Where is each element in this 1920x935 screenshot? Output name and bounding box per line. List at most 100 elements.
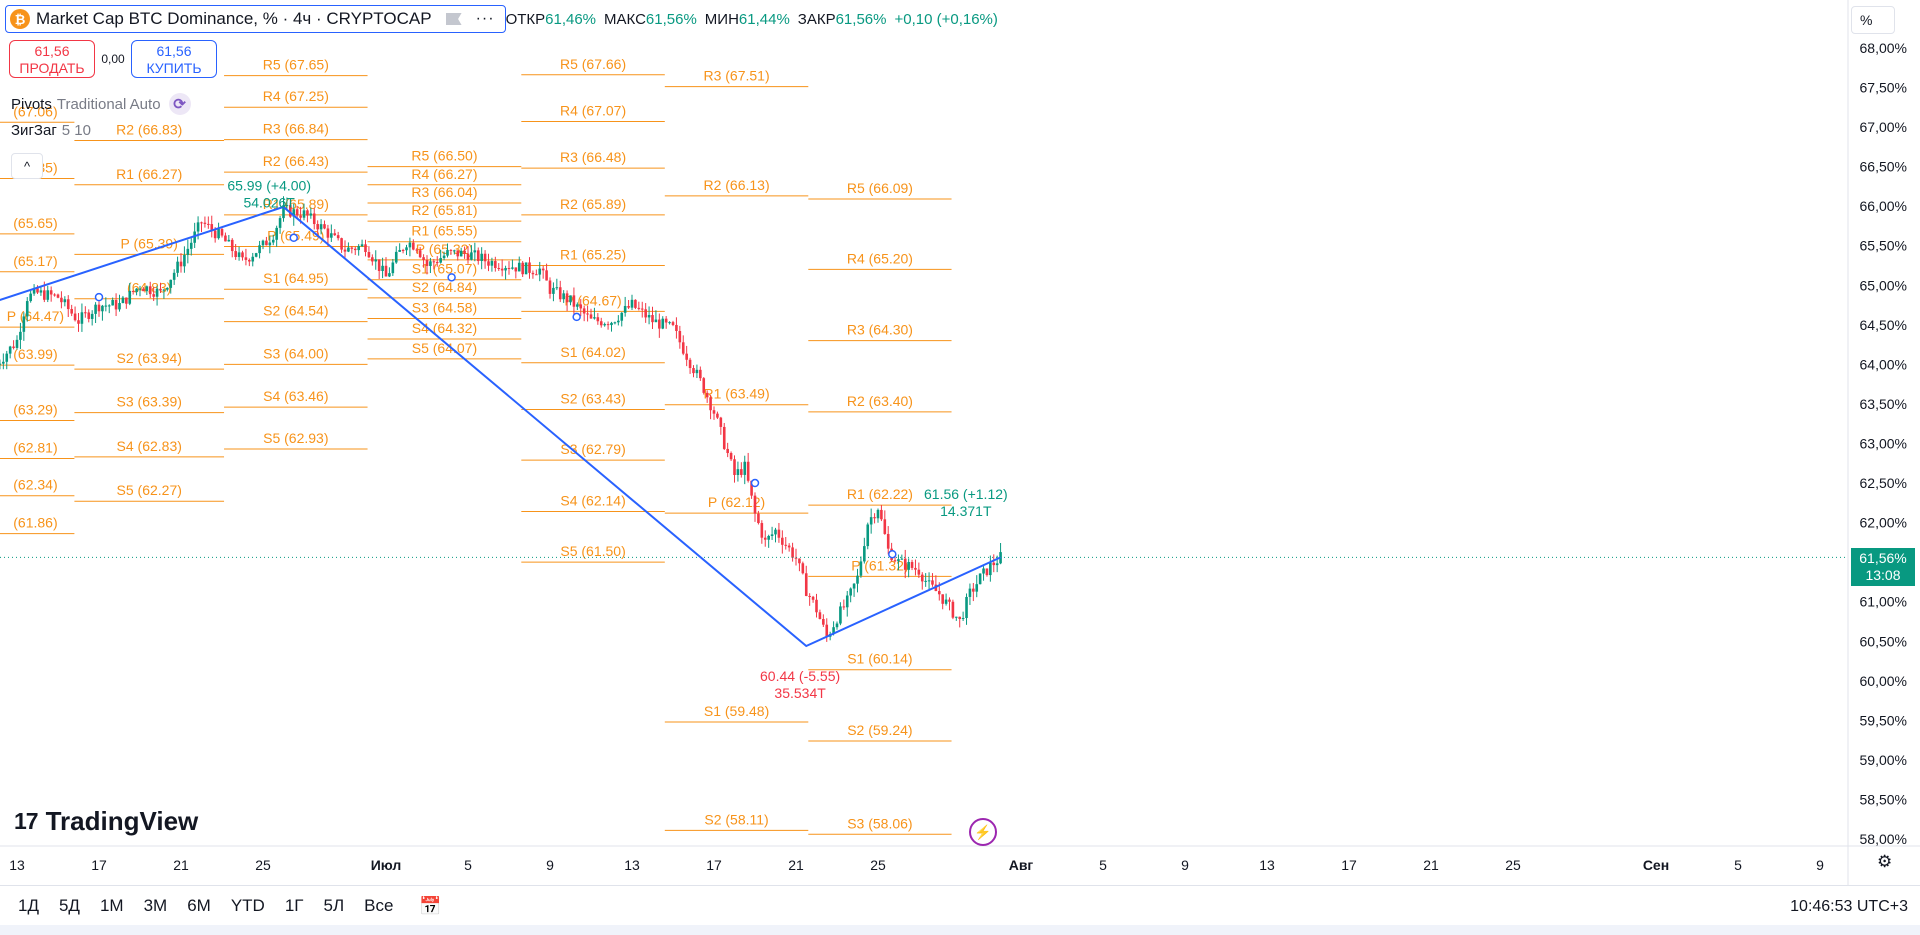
candle-body [541, 268, 545, 271]
tradingview-logo[interactable]: 17 TradingView [14, 806, 198, 837]
candle-body [463, 250, 466, 254]
sync-icon[interactable]: ⟳ [168, 93, 191, 115]
candle-body [343, 249, 347, 252]
candle-body [63, 299, 67, 303]
candle-body [668, 322, 671, 324]
candle-body [224, 235, 227, 242]
legend-pivots[interactable]: Pivots Traditional Auto ⟳ [11, 93, 191, 115]
lightning-icon[interactable]: ⚡ [969, 818, 997, 846]
range-1m[interactable]: 1М [99, 896, 124, 915]
price-tick-label: 60,50% [1860, 633, 1907, 649]
signal-marker [289, 233, 298, 243]
range-6m[interactable]: 6М [187, 896, 211, 915]
candle-body [104, 305, 108, 307]
candle-body [982, 568, 985, 574]
time-tick-label: 25 [870, 857, 886, 873]
settings-icon[interactable]: ⚙ [1877, 852, 1893, 871]
candle-body [770, 534, 774, 536]
candle-body [248, 259, 251, 262]
time-tick-label: Сен [1643, 857, 1669, 873]
candle-body [985, 568, 989, 576]
candle-body [517, 262, 521, 272]
candle-body [66, 299, 70, 310]
candle-body [736, 469, 740, 475]
zigzag-label-line: 65.99 (+4.00) [227, 177, 311, 193]
calendar-icon[interactable]: 📅 [419, 895, 442, 916]
pivot-label: P (64.67) [564, 292, 621, 308]
ohlc-open-value: 61,46% [545, 10, 597, 28]
price-tick-label: 58,50% [1860, 791, 1907, 807]
price-chart[interactable]: (67.06)(66.35)(65.65)(65.17)P (64.47)(63… [0, 0, 1920, 885]
candle-body [716, 413, 719, 418]
candle-body [722, 426, 726, 449]
symbol-header: ₿ Market Cap BTC Dominance, % · 4ч · CRY… [5, 5, 1006, 33]
bitcoin-icon: ₿ [10, 9, 30, 29]
candle-body [801, 563, 805, 574]
sell-button[interactable]: 61,56 ПРОДАТЬ [9, 40, 95, 78]
range-5d[interactable]: 5Д [58, 896, 80, 915]
price-tick-label: 60,00% [1860, 673, 1907, 689]
range-3m[interactable]: 3М [143, 896, 168, 915]
pivot-label: R2 (66.83) [116, 121, 182, 137]
candle-body [90, 313, 94, 319]
symbol-selector[interactable]: ₿ Market Cap BTC Dominance, % · 4ч · CRY… [5, 5, 506, 33]
time-tick-label: 5 [464, 857, 472, 873]
candle-body [135, 288, 138, 292]
pivots-name: Pivots [11, 95, 52, 113]
candle-body [46, 290, 50, 300]
candle-body [261, 240, 265, 246]
time-tick-label: 25 [1505, 857, 1521, 873]
more-icon[interactable]: ··· [475, 10, 495, 27]
candle-body [49, 290, 53, 295]
candle-body [709, 397, 712, 411]
candle-body [111, 300, 114, 306]
candle-body [757, 513, 760, 524]
candle-body [627, 305, 630, 308]
pivot-label: S2 (63.43) [560, 390, 625, 406]
candle-body [418, 250, 422, 258]
flag-icon[interactable] [445, 13, 462, 25]
zigzag-label-line: 61.56 (+1.12) [924, 486, 1008, 502]
candle-body [258, 245, 261, 254]
candle-body [992, 562, 996, 566]
candle-body [466, 253, 470, 260]
clock[interactable]: 10:46:53 UTC+3 [1790, 898, 1908, 915]
pivot-label: S5 (61.50) [560, 543, 625, 559]
pivot-label: S1 (64.02) [560, 344, 625, 360]
ohlc-low-key: МИН [704, 10, 739, 28]
candle-body [193, 231, 196, 243]
candle-body [357, 246, 360, 251]
range-1d[interactable]: 1Д [18, 896, 39, 915]
symbol-title: Market Cap BTC Dominance, % · 4ч · CRYPT… [36, 9, 432, 28]
candle-body [661, 318, 665, 329]
candle-body [866, 524, 870, 547]
candle-body [774, 529, 777, 535]
range-ytd[interactable]: YTD [230, 896, 265, 915]
time-tick-label: Авг [1009, 857, 1034, 873]
buy-button[interactable]: 61,56 КУПИТЬ [131, 40, 217, 78]
candle-body [931, 580, 934, 585]
ohlc-low-value: 61,44% [738, 10, 790, 28]
candle-body [839, 606, 842, 624]
candle-body [760, 523, 764, 538]
candle-body [835, 623, 839, 628]
range-5y[interactable]: 5Л [323, 896, 345, 915]
candle-body [265, 240, 268, 246]
zigzag-params: 5 10 [61, 122, 91, 139]
candle-body [729, 453, 733, 460]
ohlc-high-value: 61,56% [645, 10, 697, 28]
collapse-legend-button[interactable]: ^ [11, 153, 43, 179]
range-1y[interactable]: 1Г [284, 896, 304, 915]
unit-selector[interactable]: % [1851, 6, 1895, 34]
candle-body [60, 297, 63, 303]
legend-zigzag[interactable]: ЗигЗаг 5 10 [11, 122, 91, 139]
candle-body [910, 562, 914, 568]
candle-body [43, 290, 46, 300]
price-axis[interactable]: 68,00% 67,50% 67,00% 66,50% 66,00% 65,50% 65,0… [1860, 40, 1907, 847]
candle-body [295, 209, 299, 216]
candle-body [599, 321, 603, 326]
candle-body [453, 250, 456, 252]
time-axis[interactable]: 13 17 21 25 Июл 5 9 13 17 21 25 Авг 5 9 13 17 21 25 Сен 5 9 [9, 857, 1824, 873]
range-all[interactable]: Все [364, 896, 394, 915]
candle-body [340, 238, 343, 250]
